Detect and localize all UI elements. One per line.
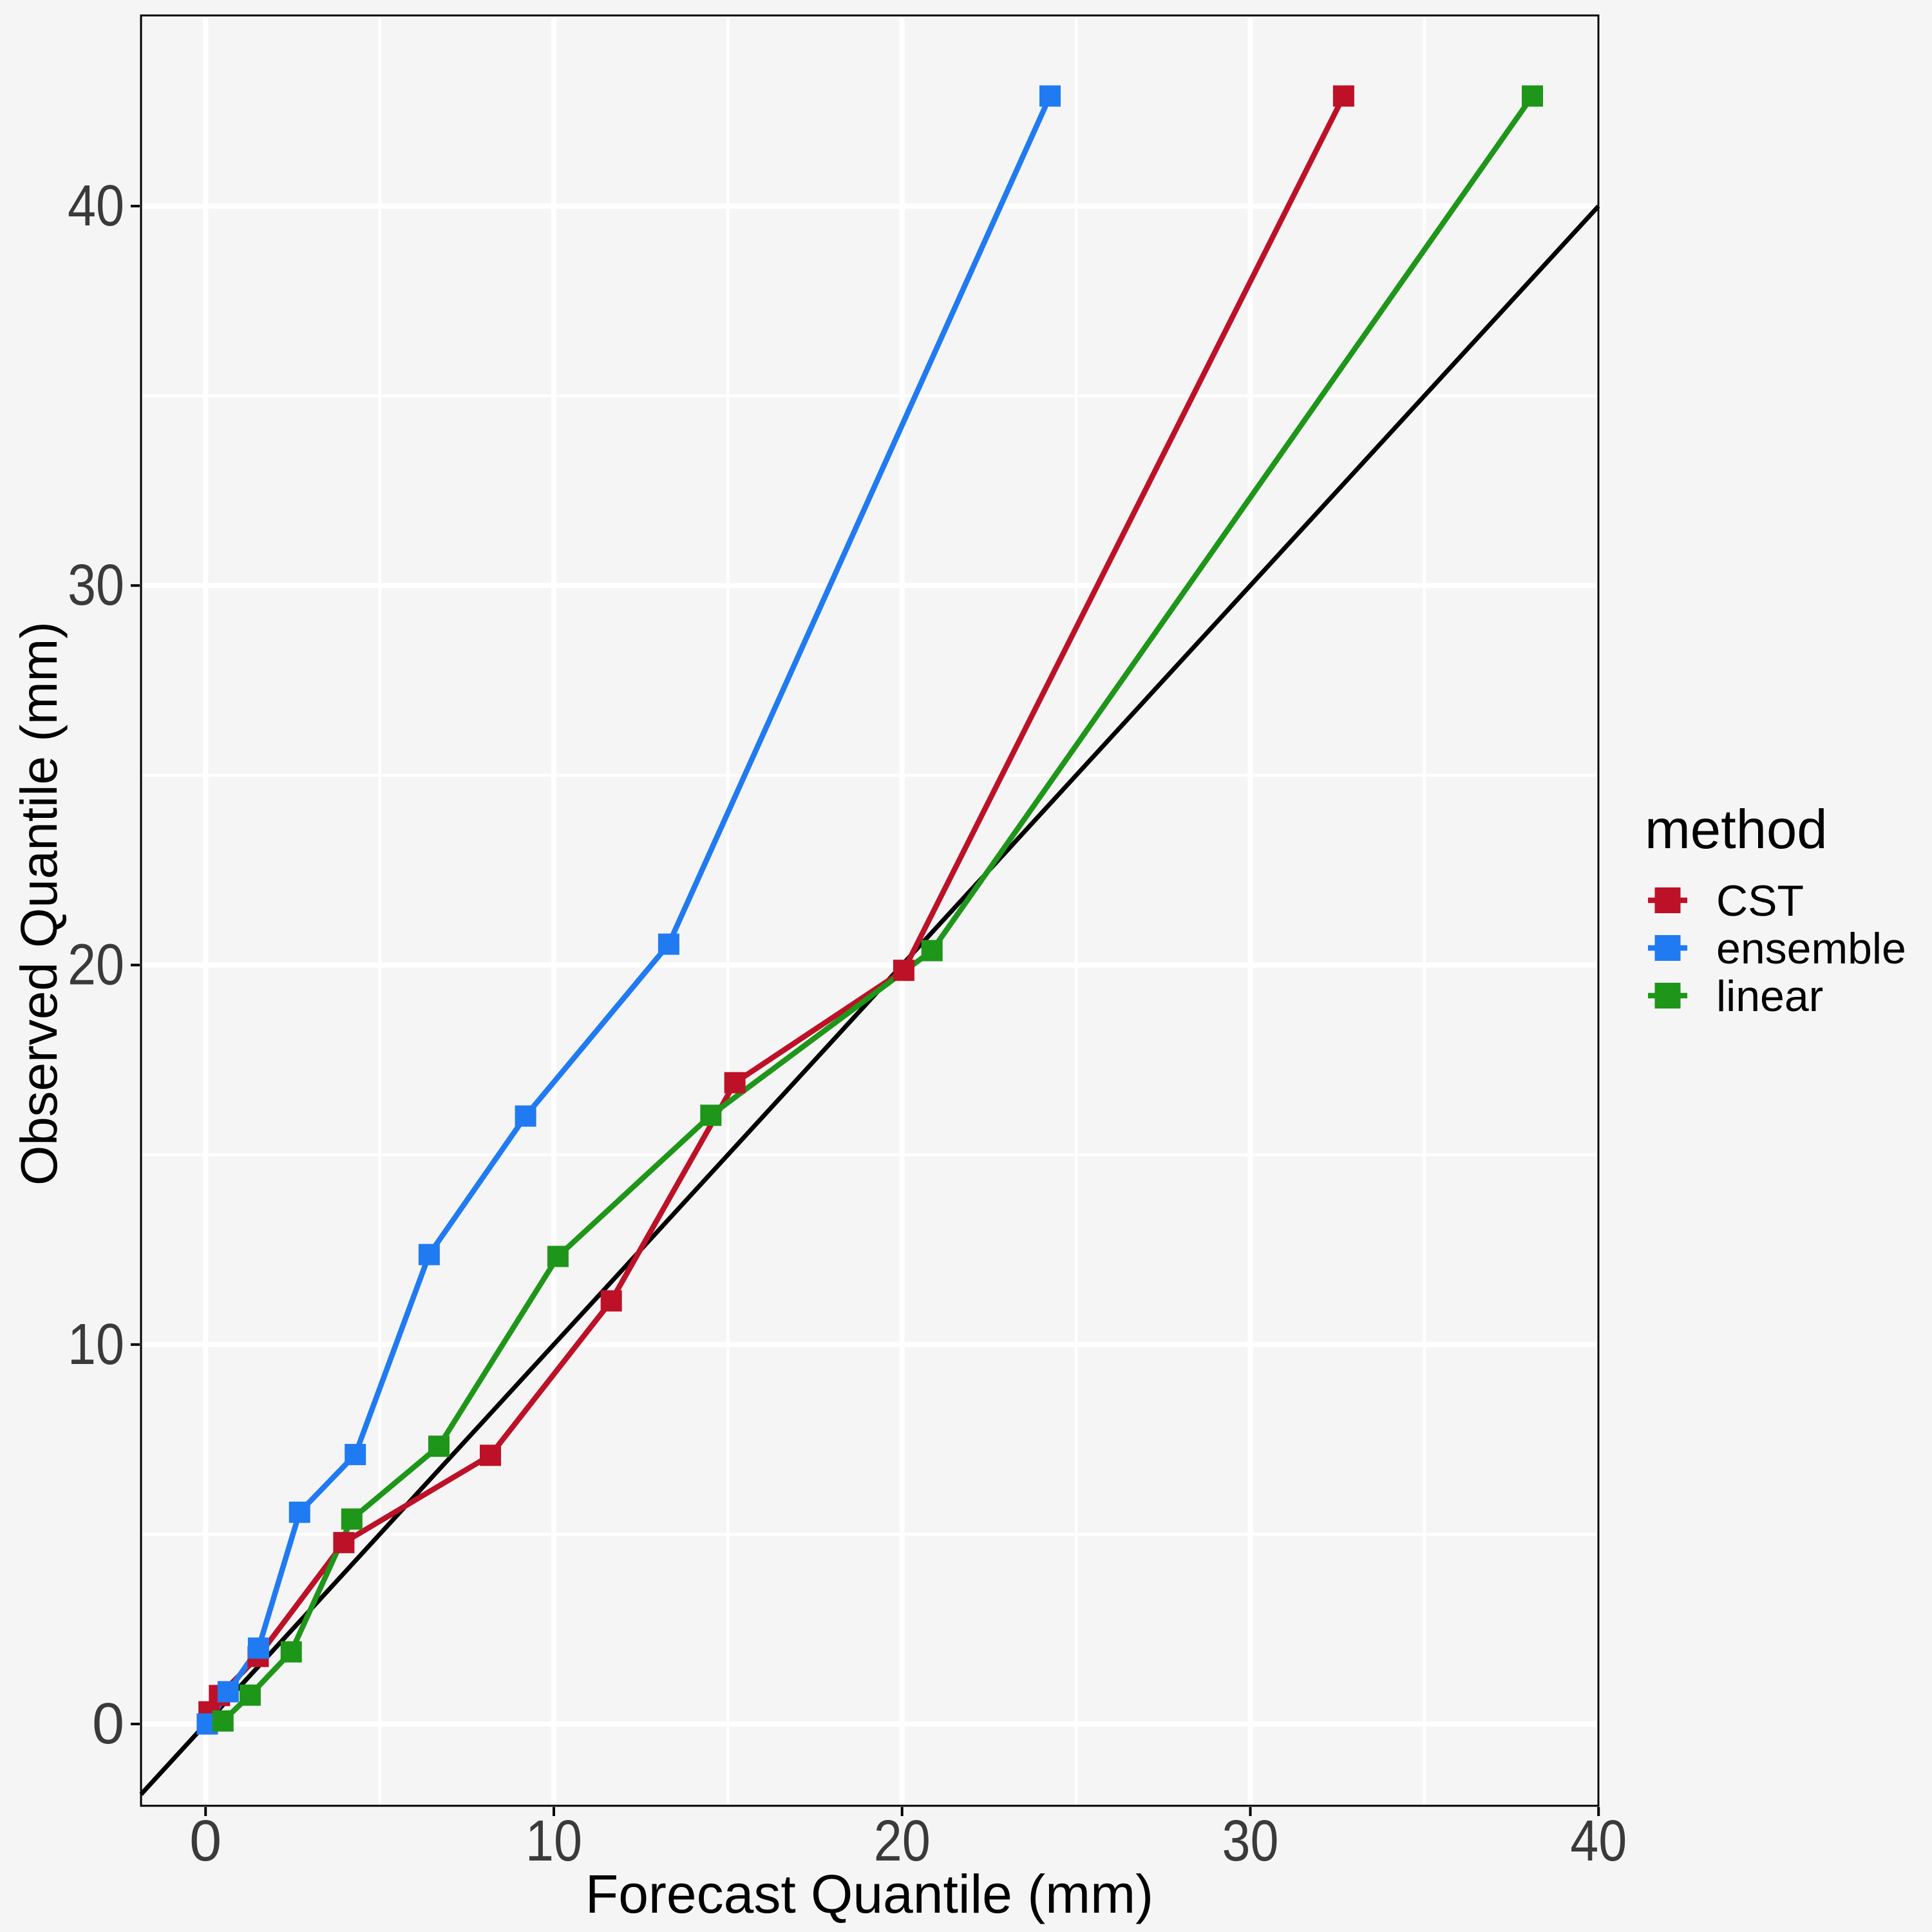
- svg-text:40: 40: [1570, 1809, 1627, 1873]
- svg-text:0: 0: [189, 1809, 222, 1873]
- svg-text:Observed Quantile (mm): Observed Quantile (mm): [10, 621, 68, 1186]
- svg-text:0: 0: [92, 1692, 124, 1756]
- svg-text:10: 10: [68, 1312, 124, 1377]
- svg-text:linear: linear: [1716, 972, 1823, 1021]
- svg-text:20: 20: [874, 1809, 931, 1873]
- svg-text:30: 30: [1222, 1809, 1279, 1873]
- svg-text:10: 10: [526, 1809, 582, 1873]
- svg-text:30: 30: [68, 553, 124, 618]
- svg-text:40: 40: [68, 174, 124, 238]
- svg-text:ensemble: ensemble: [1716, 924, 1906, 973]
- svg-text:CST: CST: [1716, 876, 1804, 925]
- svg-text:20: 20: [68, 933, 124, 998]
- svg-text:method: method: [1645, 799, 1828, 860]
- svg-text:Forecast Quantile (mm): Forecast Quantile (mm): [585, 1864, 1153, 1924]
